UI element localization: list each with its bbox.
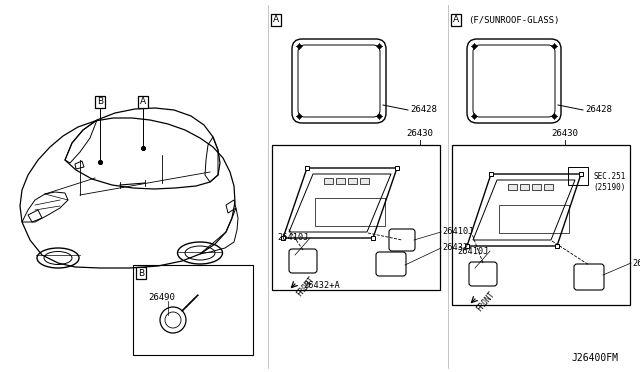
Text: J26400FM: J26400FM: [571, 353, 618, 363]
Text: 26428: 26428: [585, 106, 612, 115]
Bar: [360, 178, 369, 184]
Text: FRONT: FRONT: [295, 275, 317, 299]
Text: 26432+A: 26432+A: [303, 282, 340, 291]
Bar: [336, 178, 345, 184]
Text: A: A: [453, 16, 459, 25]
Text: 26410J: 26410J: [457, 247, 488, 256]
Bar: [544, 184, 553, 190]
Text: 26410J: 26410J: [632, 259, 640, 267]
Text: A: A: [140, 97, 146, 106]
Bar: [324, 178, 333, 184]
Bar: [532, 184, 541, 190]
Text: 26430: 26430: [406, 129, 433, 138]
Bar: [508, 184, 517, 190]
Text: 26430: 26430: [552, 129, 579, 138]
Text: 26432: 26432: [442, 244, 468, 253]
Text: (F/SUNROOF-GLASS): (F/SUNROOF-GLASS): [468, 16, 559, 25]
Text: SEC.251
(25190): SEC.251 (25190): [593, 172, 625, 192]
Bar: [133, 265, 253, 355]
Bar: [568, 167, 588, 185]
Text: A: A: [273, 16, 279, 25]
Text: B: B: [138, 269, 144, 278]
Text: B: B: [97, 97, 103, 106]
Text: 26490: 26490: [148, 294, 175, 302]
Bar: [499, 205, 569, 233]
Bar: [452, 145, 630, 305]
Text: 26410J: 26410J: [442, 228, 474, 237]
Text: 26410J: 26410J: [277, 234, 308, 243]
Bar: [520, 184, 529, 190]
Bar: [348, 178, 357, 184]
Bar: [272, 145, 440, 290]
Bar: [315, 198, 385, 226]
Text: FRONT: FRONT: [475, 290, 497, 314]
Text: 26428: 26428: [410, 106, 437, 115]
